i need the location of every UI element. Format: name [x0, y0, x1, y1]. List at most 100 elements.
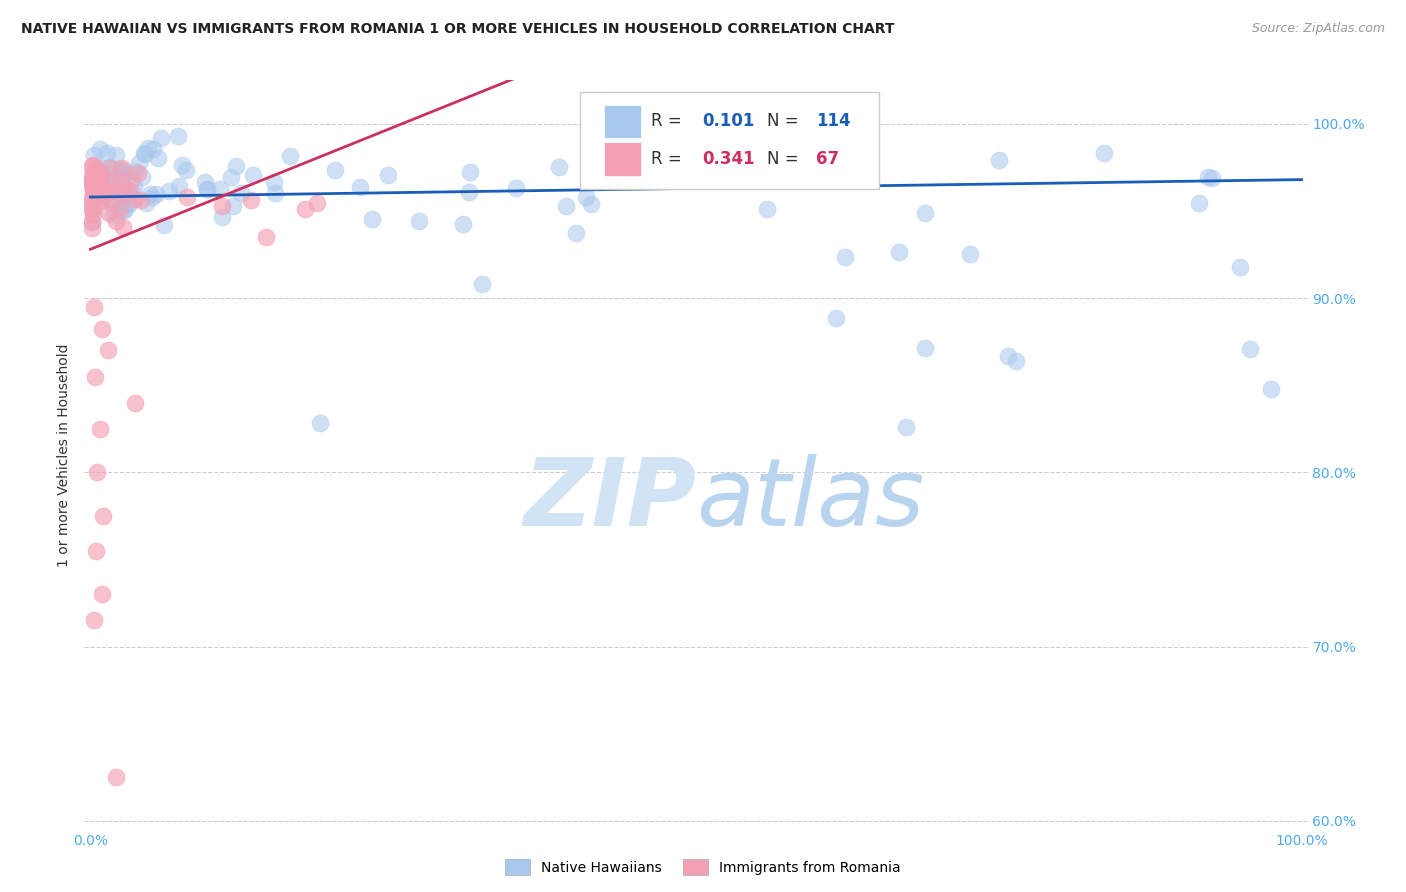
Point	[135, 195, 157, 210]
Text: 0.101: 0.101	[702, 112, 755, 130]
Point	[111, 220, 134, 235]
Point	[83, 614, 105, 628]
Point	[264, 186, 287, 200]
Point	[115, 166, 138, 180]
Point	[103, 176, 125, 190]
Point	[134, 146, 156, 161]
Point	[91, 322, 114, 336]
Point	[142, 142, 165, 156]
Point	[914, 206, 936, 220]
Point	[121, 185, 143, 199]
Point	[108, 168, 131, 182]
Point	[83, 174, 105, 188]
Point	[83, 300, 105, 314]
Point	[107, 180, 129, 194]
Point	[408, 213, 430, 227]
Point	[105, 203, 128, 218]
Point	[167, 129, 190, 144]
Point	[80, 168, 103, 182]
Bar	[605, 104, 641, 138]
Point	[80, 215, 103, 229]
Point	[195, 182, 218, 196]
Point	[547, 161, 569, 175]
Point	[458, 165, 481, 179]
Point	[80, 192, 103, 206]
Text: Source: ZipAtlas.com: Source: ZipAtlas.com	[1251, 22, 1385, 36]
Point	[120, 172, 142, 186]
Point	[1197, 169, 1219, 184]
Point	[112, 163, 135, 178]
Point	[988, 153, 1011, 167]
Point	[90, 166, 112, 180]
Point	[105, 171, 128, 186]
Point	[97, 160, 120, 174]
Point	[94, 187, 117, 202]
Point	[145, 187, 167, 202]
Point	[111, 161, 134, 175]
Point	[579, 197, 602, 211]
Bar	[605, 142, 641, 176]
Point	[83, 147, 105, 161]
Point	[323, 163, 346, 178]
Point	[108, 162, 131, 177]
Point	[1229, 260, 1251, 275]
Point	[101, 208, 124, 222]
Point	[118, 183, 141, 197]
Point	[83, 161, 105, 175]
Point	[211, 199, 233, 213]
Point	[112, 202, 135, 217]
Point	[997, 349, 1019, 363]
Point	[90, 191, 112, 205]
Point	[457, 185, 479, 199]
Point	[117, 196, 139, 211]
Point	[80, 178, 103, 192]
Point	[132, 145, 155, 160]
Point	[1092, 145, 1115, 160]
Text: ZIP: ZIP	[523, 454, 696, 546]
Point	[82, 158, 104, 172]
Point	[211, 211, 233, 225]
Point	[896, 419, 918, 434]
Point	[1260, 382, 1282, 396]
Point	[108, 195, 131, 210]
Point	[100, 169, 122, 184]
Point	[105, 148, 128, 162]
Point	[91, 170, 114, 185]
Point	[150, 130, 173, 145]
Point	[127, 166, 149, 180]
Point	[621, 173, 644, 187]
Point	[86, 172, 108, 186]
Text: N =: N =	[766, 112, 804, 130]
Point	[209, 182, 232, 196]
Point	[91, 169, 114, 183]
Point	[361, 212, 384, 227]
Point	[105, 185, 128, 199]
Point	[82, 164, 104, 178]
Point	[87, 169, 110, 184]
Point	[111, 179, 134, 194]
Point	[96, 146, 118, 161]
Point	[231, 186, 253, 200]
Point	[136, 141, 159, 155]
Point	[176, 190, 198, 204]
Point	[167, 179, 190, 194]
Point	[377, 168, 399, 182]
Point	[194, 175, 217, 189]
Point	[453, 217, 475, 231]
Point	[1005, 354, 1028, 368]
Point	[122, 179, 145, 194]
Point	[195, 182, 218, 196]
Point	[80, 177, 103, 191]
Point	[110, 164, 132, 178]
Text: NATIVE HAWAIIAN VS IMMIGRANTS FROM ROMANIA 1 OR MORE VEHICLES IN HOUSEHOLD CORRE: NATIVE HAWAIIAN VS IMMIGRANTS FROM ROMAN…	[21, 22, 894, 37]
Point	[110, 202, 132, 217]
Point	[349, 180, 371, 194]
Point	[86, 167, 108, 181]
Point	[124, 395, 146, 409]
Point	[86, 466, 108, 480]
Point	[174, 162, 197, 177]
Point	[575, 190, 598, 204]
Point	[84, 543, 107, 558]
Point	[157, 184, 180, 198]
Point	[90, 194, 112, 208]
